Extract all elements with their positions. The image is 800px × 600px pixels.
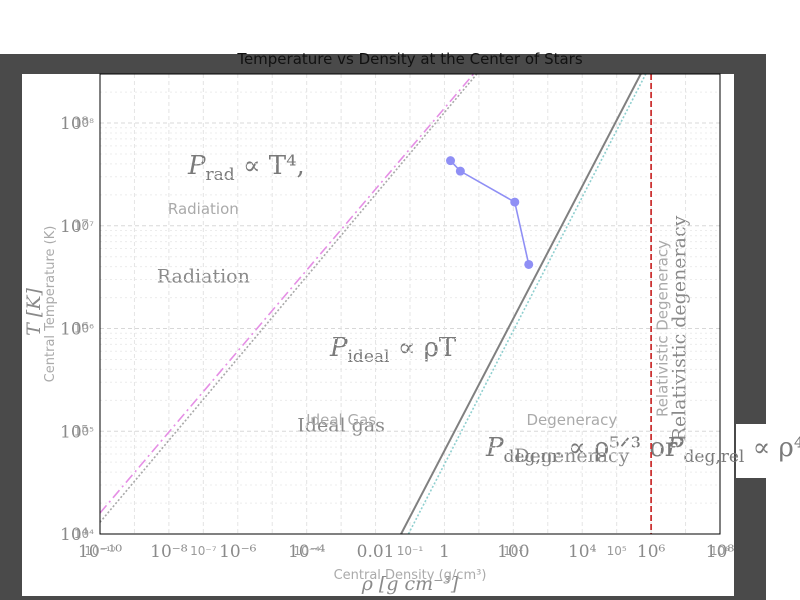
background-annotation: Relativistic degeneracy (669, 215, 691, 441)
x-tick-label-bg: 10⁻⁴ (288, 542, 326, 562)
y-tick-label-bg: 10⁵ (60, 422, 89, 442)
x-tick-label: 10⁸ (710, 544, 730, 558)
x-tick-label-bg: 1 (439, 542, 450, 562)
y-tick-label: 10⁷ (74, 219, 94, 233)
data-point (524, 259, 534, 269)
y-tick-label-bg: 10⁸ (60, 114, 89, 134)
y-tick-label: 10⁸ (74, 116, 94, 130)
x-tick-label: 10⁻¹⁰ (84, 544, 115, 558)
y-tick-label: 10⁵ (74, 424, 94, 438)
region-label: Relativistic Degeneracy (654, 240, 672, 417)
x-tick-label: 10⁻⁷ (190, 544, 217, 558)
y-axis-label-bg: T [K] (23, 288, 45, 336)
x-tick-label-bg: 10⁻¹⁰ (78, 542, 122, 562)
x-tick-label-bg: 10⁻⁸ (150, 542, 188, 562)
annotations: 10⁻¹⁰ 10⁻⁷ 10⁻⁴ 10⁻¹ 10² 10⁵ 10⁸ 10⁴ 10⁵ 10⁶ 10⁷ 10… (74, 116, 730, 558)
region-label: Ideal Gas (306, 411, 376, 429)
grid (99, 73, 721, 535)
region-label: Radiation (168, 200, 239, 218)
x-tick-label-bg: 10⁴ (568, 542, 597, 562)
x-tick-label-bg: 0.01 (357, 542, 395, 562)
equation-deg-rel: Pdeg,rel ∝ ρ⁴ (665, 433, 800, 467)
x-tick-label: 10⁵ (607, 544, 627, 558)
x-axis-label-bg: ρ [g cm⁻³] (361, 573, 459, 595)
reference-line-dotted (99, 73, 478, 523)
background-panel (22, 74, 734, 596)
region-label: Degeneracy (526, 411, 617, 429)
reference-line-solid (400, 73, 642, 535)
equation-deg-nr: Pdeg,nr ∝ ρ⁵ᐟ³ or (485, 433, 678, 467)
data-point (510, 197, 520, 207)
reference-line-dashdot (99, 73, 475, 514)
x-tick-label: 10⁻¹ (397, 544, 424, 558)
data-point (455, 166, 465, 176)
equation-rad: Prad ∝ T⁴, (187, 151, 305, 185)
data-series (446, 156, 534, 269)
background-strip (736, 424, 800, 478)
equation-ideal: Pideal ∝ ρT (329, 333, 457, 367)
background-figure: 10⁻¹⁰ 10⁻⁸ 10⁻⁶ 10⁻⁴ 0.01 1 100 10⁴ 10⁶ 10⁸ 10⁴ 10⁵… (23, 114, 800, 595)
x-axis-label: Central Density (g/cm³) (334, 568, 487, 583)
series-line (449, 160, 530, 265)
reference-lines (99, 73, 653, 535)
chart-title: Temperature vs Density at the Center of … (236, 50, 583, 68)
y-tick-label-bg: 10⁷ (60, 217, 89, 237)
y-tick-label: 10⁴ (74, 527, 94, 541)
x-tick-label-bg: 10⁶ (637, 542, 666, 562)
y-tick-label-bg: 10⁶ (60, 320, 89, 340)
x-tick-label: 10² (503, 544, 523, 558)
x-tick-label-bg: 10⁻⁶ (219, 542, 257, 562)
background-annotation: Radiation (157, 266, 250, 288)
y-axis-label: Central Temperature (K) (43, 226, 58, 383)
x-tick-label-bg: 10⁸ (706, 542, 735, 562)
x-tick-label-bg: 100 (497, 542, 529, 562)
y-tick-label: 10⁶ (74, 322, 94, 336)
plot-frame (99, 73, 721, 535)
y-tick-label-bg: 10⁴ (60, 525, 89, 545)
data-point (446, 156, 456, 166)
x-tick-label: 10⁻⁴ (293, 544, 320, 558)
